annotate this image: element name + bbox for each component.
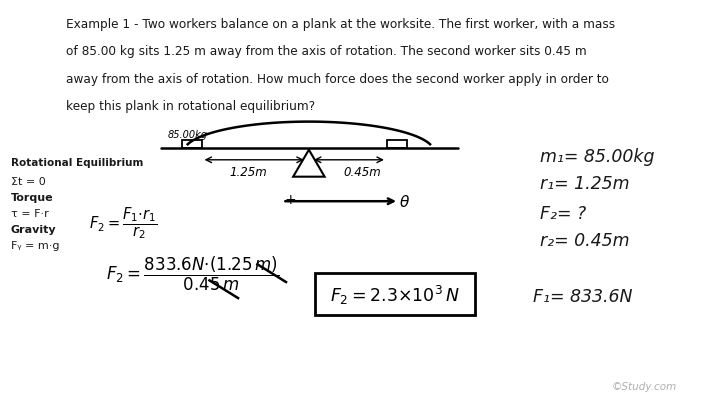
- Text: m₁= 85.00kg: m₁= 85.00kg: [540, 148, 654, 165]
- Text: F₂= ?: F₂= ?: [540, 205, 586, 222]
- Text: Rotational Equilibrium: Rotational Equilibrium: [11, 158, 143, 167]
- Text: Torque: Torque: [11, 192, 54, 202]
- Text: away from the axis of rotation. How much force does the second worker apply in o: away from the axis of rotation. How much…: [66, 73, 608, 85]
- Text: $F_2 = 2.3{\times}10^3\,N$: $F_2 = 2.3{\times}10^3\,N$: [330, 283, 460, 306]
- Text: Example 1 - Two workers balance on a plank at the worksite. The first worker, wi: Example 1 - Two workers balance on a pla…: [66, 18, 615, 31]
- Text: keep this plank in rotational equilibrium?: keep this plank in rotational equilibriu…: [66, 100, 315, 113]
- Text: τ = F·r: τ = F·r: [11, 209, 49, 218]
- Text: F₁= 833.6N: F₁= 833.6N: [533, 288, 632, 306]
- Text: $F_2 = \dfrac{F_1{\cdot}r_1}{r_2}$: $F_2 = \dfrac{F_1{\cdot}r_1}{r_2}$: [89, 205, 158, 241]
- Text: +: +: [285, 193, 296, 207]
- Text: Gravity: Gravity: [11, 225, 56, 234]
- Text: r₂= 0.45m: r₂= 0.45m: [540, 232, 629, 249]
- Text: Σt = 0: Σt = 0: [11, 176, 46, 186]
- Text: ©Study.com: ©Study.com: [611, 381, 676, 391]
- Text: $\theta$: $\theta$: [399, 194, 410, 210]
- Text: 0.45m: 0.45m: [343, 166, 381, 179]
- Text: 85.00kg: 85.00kg: [168, 130, 208, 140]
- Text: $F_2 = \dfrac{833.6N{\cdot}(1.25\,m)}{0.45\,m}$: $F_2 = \dfrac{833.6N{\cdot}(1.25\,m)}{0.…: [106, 254, 279, 293]
- Text: Fᵧ = m·g: Fᵧ = m·g: [11, 241, 59, 250]
- Bar: [182, 140, 202, 148]
- Bar: [387, 140, 407, 148]
- Text: 1.25m: 1.25m: [230, 166, 267, 179]
- Text: r₁= 1.25m: r₁= 1.25m: [540, 174, 629, 192]
- Text: of 85.00 kg sits 1.25 m away from the axis of rotation. The second worker sits 0: of 85.00 kg sits 1.25 m away from the ax…: [66, 45, 586, 58]
